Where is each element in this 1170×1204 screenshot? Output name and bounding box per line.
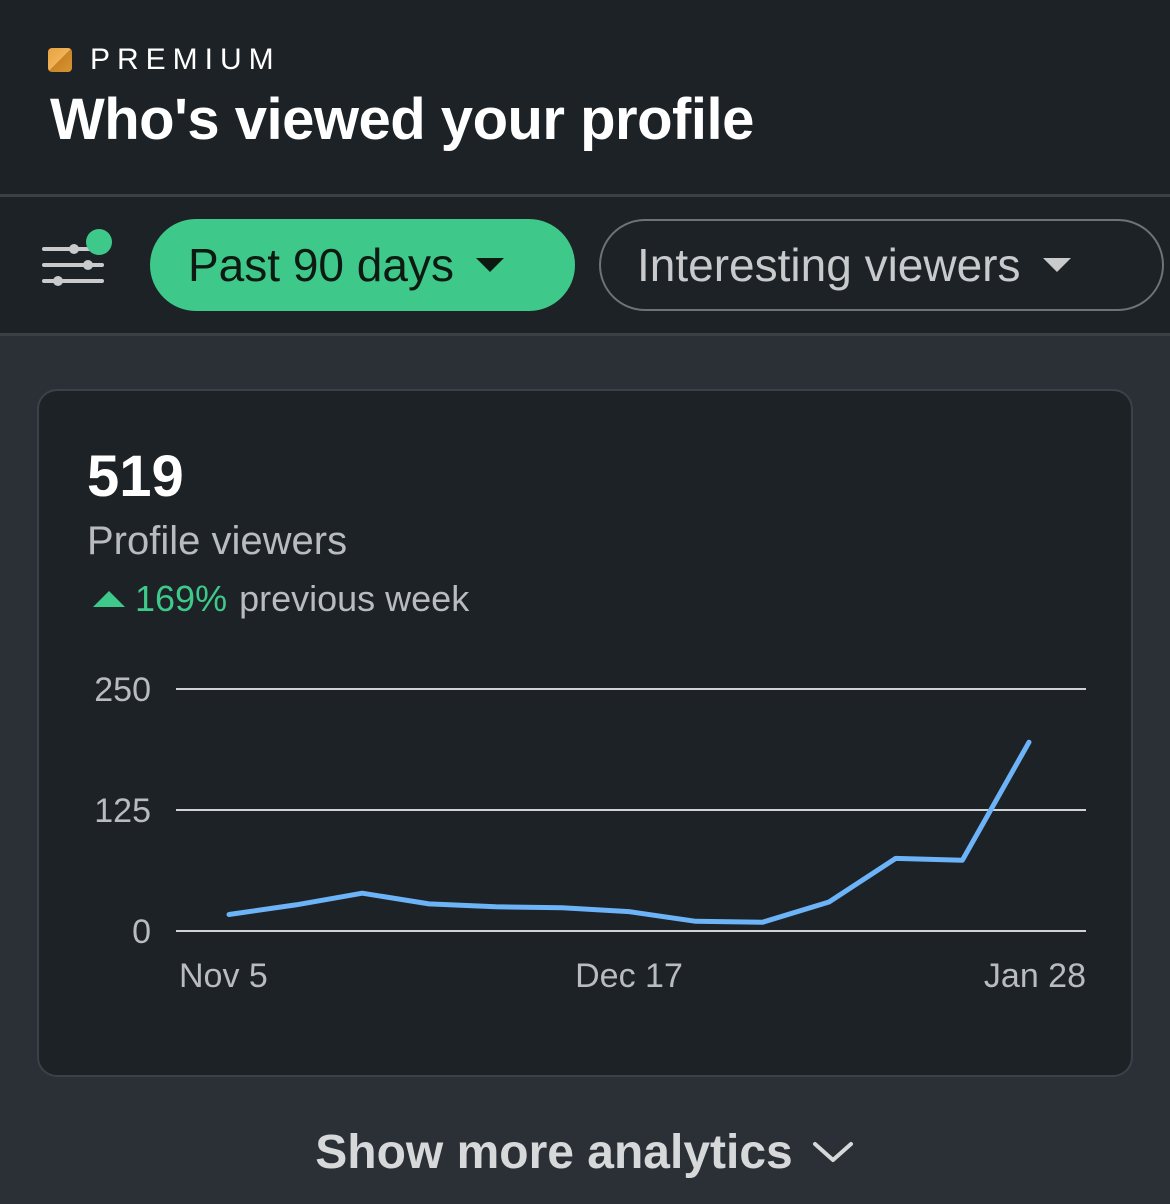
header: PREMIUM Who's viewed your profile	[0, 0, 1170, 196]
premium-label: PREMIUM	[90, 43, 281, 76]
divider	[0, 194, 1170, 197]
chevron-down-icon	[812, 1142, 853, 1162]
caret-down-icon	[475, 258, 504, 272]
viewer-type-label: Interesting viewers	[637, 239, 1021, 291]
page-title: Who's viewed your profile	[50, 87, 754, 152]
series-line	[226, 739, 1032, 925]
filter-bar: Past 90 days Interesting viewers	[0, 197, 1170, 334]
premium-badge-icon	[48, 48, 72, 72]
divider	[0, 333, 1170, 336]
trend-up-icon	[93, 591, 125, 607]
caret-down-icon	[1042, 258, 1071, 272]
time-range-label: Past 90 days	[188, 239, 454, 291]
viewer-count: 519	[87, 444, 184, 509]
profile-viewers-chart: 250 125 0 Nov 5 Dec 17 Jan 28	[94, 671, 1086, 995]
x-tick-label: Jan 28	[984, 957, 1086, 995]
content-area: 519 Profile viewers 169% previous week 2…	[0, 336, 1170, 1204]
trend-percent: 169%	[135, 578, 228, 619]
y-tick-label: 0	[132, 913, 151, 951]
y-tick-label: 125	[94, 792, 151, 830]
trend-row: 169% previous week	[93, 577, 469, 621]
premium-row: PREMIUM	[48, 43, 281, 76]
active-filter-dot	[86, 229, 112, 255]
viewer-type-dropdown[interactable]: Interesting viewers	[599, 219, 1164, 311]
viewer-count-label: Profile viewers	[87, 519, 348, 563]
show-more-analytics-button[interactable]: Show more analytics	[0, 1122, 1170, 1182]
x-tick-label: Nov 5	[179, 957, 268, 995]
time-range-dropdown[interactable]: Past 90 days	[150, 219, 575, 311]
y-tick-label: 250	[94, 671, 151, 709]
profile-viewers-card: 519 Profile viewers 169% previous week 2…	[37, 389, 1133, 1077]
show-more-label: Show more analytics	[315, 1125, 793, 1179]
x-tick-label: Dec 17	[575, 957, 683, 995]
trend-text: previous week	[239, 578, 470, 619]
